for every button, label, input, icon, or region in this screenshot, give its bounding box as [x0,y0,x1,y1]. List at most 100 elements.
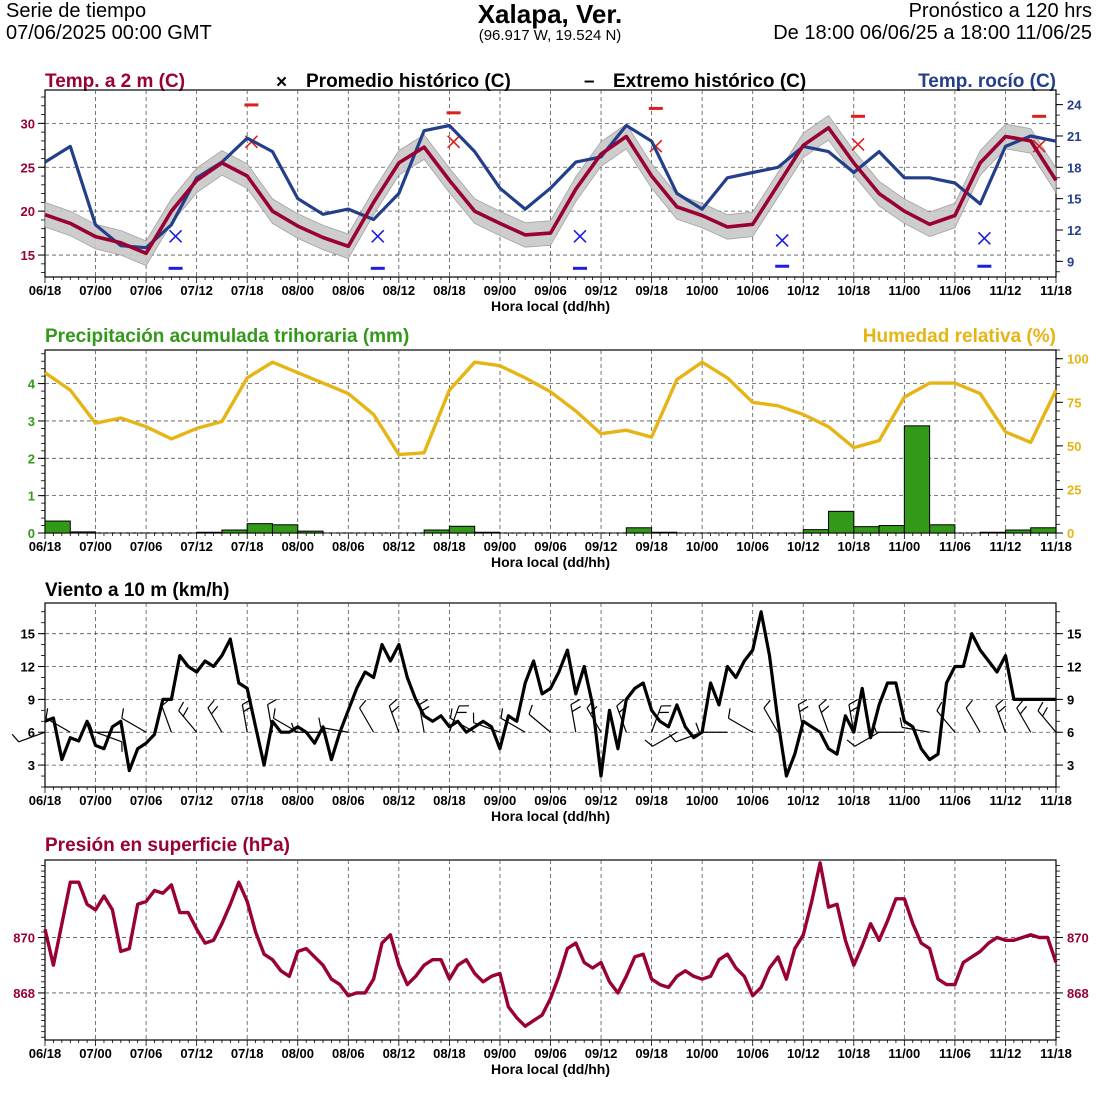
pressure-line [43,861,1058,1028]
series-type-label: Serie de tiempo [6,0,147,22]
wind-barb [899,717,930,733]
precip-panel-x-tick-label: 09/00 [484,539,517,554]
wind-barb [207,699,223,733]
run-date-label: 07/06/2025 00:00 GMT [6,22,212,44]
pressure-panel-x-tick-label: 09/12 [585,1046,618,1061]
wind-panel-x-tick-label: 10/18 [838,793,871,808]
pressure-panel-x-tick-label: 11/12 [990,1046,1022,1061]
wind-barb [995,698,1007,733]
wind-barb-feather [899,717,903,728]
wind-barb [11,731,46,743]
precip-panel-x-tick-label: 10/06 [736,539,769,554]
historical-avg-marker [851,137,865,151]
temp-panel-x-tick-label: 09/18 [635,283,668,298]
pressure-panel-title: Presión en superficie (hPa) [45,835,290,856]
temp-panel-y2-tick-label: 24 [1067,98,1082,113]
temp-panel-x-tick-label: 07/18 [231,283,264,298]
wind-panel-y2-tick-label: 3 [1067,758,1074,773]
wind-panel-x-tick-label: 09/12 [585,793,618,808]
historical-avg-marker [169,229,183,243]
precip-bar [297,530,324,534]
header-right: Pronóstico a 120 hrs De 18:00 06/06/25 a… [773,0,1092,44]
wind-barb-feather [318,717,322,728]
wind-barb-feather [695,722,700,733]
wind-barb-shaft [1037,710,1057,733]
wind-barb-shaft [388,705,400,733]
precip-panel-y-tick-label: 0 [28,526,35,541]
pressure-panel-x-tick-label: 11/00 [888,1046,920,1061]
humidity-panel-title: Humedad relativa (%) [863,326,1056,347]
precip-panel-x-tick-label: 10/18 [838,539,871,554]
precip-bar [1004,529,1032,534]
wind-barb-feather [820,705,830,713]
wind-barb-shaft [652,731,678,747]
wind-panel-x-tick-label: 07/06 [130,793,163,808]
wind-barb-shaft [359,707,375,733]
wind-barb-feather [616,698,625,707]
wind-barb [528,704,551,733]
wind-panel-y-tick-label: 3 [28,758,35,773]
temp-panel-x-tick-label: 09/12 [585,283,618,298]
wind-barb-shaft [500,717,526,733]
precip-panel-x-tick-label: 09/06 [534,539,567,554]
temp-panel-x-tick-label: 09/06 [534,283,567,298]
pressure-panel-x-tick-label: 09/00 [484,1046,517,1061]
wind-panel-x-tick-label: 11/06 [939,793,971,808]
wind-barb [846,731,880,747]
wind-barb-shaft [854,731,880,747]
precip-panel-x-tick-label: 11/06 [939,539,971,554]
wind-panel-x-tick-label: 08/06 [332,793,365,808]
pressure-panel-x-tick-label: 08/00 [281,1046,314,1061]
temp-panel-x-tick-label: 10/18 [838,283,871,298]
precip-panel-y2-tick-label: 0 [1067,526,1074,541]
wind-panel-x-tick-label: 09/06 [534,793,567,808]
wind-barb [500,708,526,733]
temp-panel-x-tick-label: 09/00 [484,283,517,298]
temp-panel-x-tick-label: 07/00 [79,283,112,298]
precip-panel-y2-tick-label: 50 [1067,439,1081,454]
precip-panel-x-tick-label: 07/12 [180,539,213,554]
wind-panel-y-tick-label: 9 [28,692,35,707]
wind-panel-title: Viento a 10 m (km/h) [45,580,229,601]
pressure-panel-y2-tick-label: 868 [1067,986,1089,1001]
temp-panel-y-tick-label: 15 [21,248,35,263]
wind-speed-line [44,610,1056,778]
wind-barb [388,698,400,733]
precip-panel-y2-tick-label: 75 [1067,395,1081,410]
temp-panel-x-tick-label: 10/12 [787,283,820,298]
location-title: Xalapa, Ver. [477,0,623,29]
pressure-panel-x-tick-label: 06/18 [29,1046,62,1061]
wind-barb [570,699,582,733]
wind-barb-shaft [241,704,248,733]
precip-panel-x-axis-label: Hora local (dd/hh) [491,554,610,570]
precip-bar [69,531,97,534]
wind-barb-feather [848,699,858,706]
pressure-panel-y2-tick-label: 870 [1067,931,1089,946]
precip-panel-y-tick-label: 2 [28,451,35,466]
precip-bar [448,525,476,534]
wind-panel-x-tick-label: 10/00 [686,793,719,808]
wind-panel-x-tick-label: 08/00 [281,793,314,808]
temp-panel-x-tick-label: 07/06 [130,283,163,298]
pressure-panel-x-tick-label: 07/06 [130,1046,163,1061]
precip-bar [979,531,1006,534]
wind-barb-shaft [18,731,46,743]
temp-panel-x-tick-label: 10/00 [686,283,719,298]
historical-avg-marker [447,135,461,149]
precip-panel-y2-tick-label: 100 [1067,352,1089,367]
precip-panel-x-tick-label: 11/00 [888,539,920,554]
precip-panel-x-tick-label: 11/18 [1040,539,1072,554]
precip-bar [903,425,931,534]
wind-barb-feather [727,708,731,719]
temp-panel-x-tick-label: 11/06 [939,283,971,298]
temp-panel-x-tick-label: 07/12 [180,283,213,298]
pressure-panel-x-tick-label: 08/12 [383,1046,416,1061]
precip-panel-x-tick-label: 08/00 [281,539,314,554]
temp-panel-x-tick-label: 11/12 [990,283,1022,298]
precip-bar [828,510,855,534]
precip-bar [44,520,71,534]
wind-panel-y-tick-label: 12 [21,660,35,675]
wind-barb-feather [267,699,277,706]
pressure-panel-frame [44,859,1057,1041]
wind-barb-feather [121,708,125,719]
